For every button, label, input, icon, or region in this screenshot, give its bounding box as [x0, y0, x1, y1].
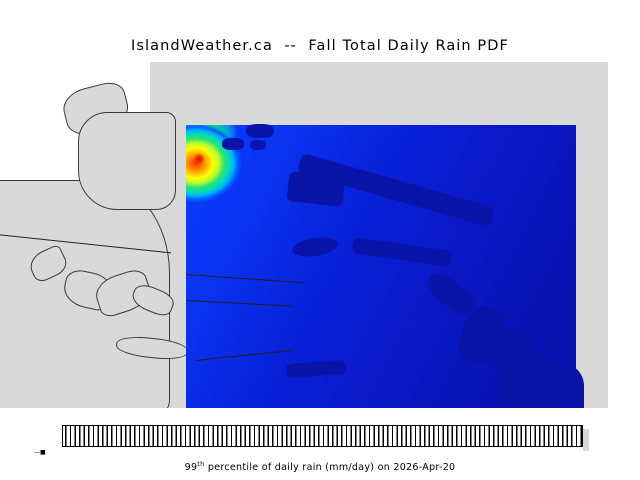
island-landmass-north-strip — [78, 112, 176, 210]
colorbar-outline — [62, 425, 583, 447]
colorbar-shadow — [583, 429, 589, 451]
map-panel — [0, 62, 608, 408]
inlet-channel-n-tiny — [250, 140, 266, 150]
colorbar-min-arrow-icon: —■ — [34, 449, 46, 456]
colorbar[interactable] — [62, 425, 589, 451]
inlet-channel-north-wide — [286, 171, 346, 207]
caption-text: percentile of daily rain (mm/day) on 202… — [204, 462, 456, 474]
colorbar-caption: 99th percentile of daily rain (mm/day) o… — [0, 460, 640, 473]
caption-ordinal: th — [197, 460, 205, 468]
page-title: IslandWeather.ca -- Fall Total Daily Rai… — [131, 38, 509, 54]
caption-prefix: 99 — [184, 462, 198, 474]
inlet-channel-se — [498, 362, 584, 408]
inlet-channel-nw-small — [246, 124, 274, 138]
colorbar-tick-labels — [30, 447, 600, 456]
inlet-channel-n-small — [222, 138, 244, 150]
colorbar-tick-marks — [62, 425, 583, 447]
